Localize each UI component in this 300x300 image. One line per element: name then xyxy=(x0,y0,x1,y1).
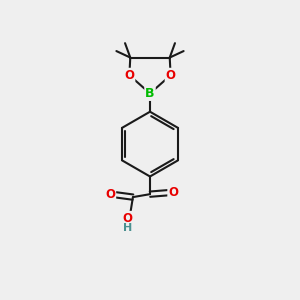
Text: O: O xyxy=(124,69,134,82)
Text: O: O xyxy=(166,69,176,82)
Text: O: O xyxy=(105,188,115,201)
Text: O: O xyxy=(123,212,133,225)
Text: H: H xyxy=(123,223,132,233)
Text: O: O xyxy=(168,186,178,199)
Text: B: B xyxy=(145,87,155,100)
